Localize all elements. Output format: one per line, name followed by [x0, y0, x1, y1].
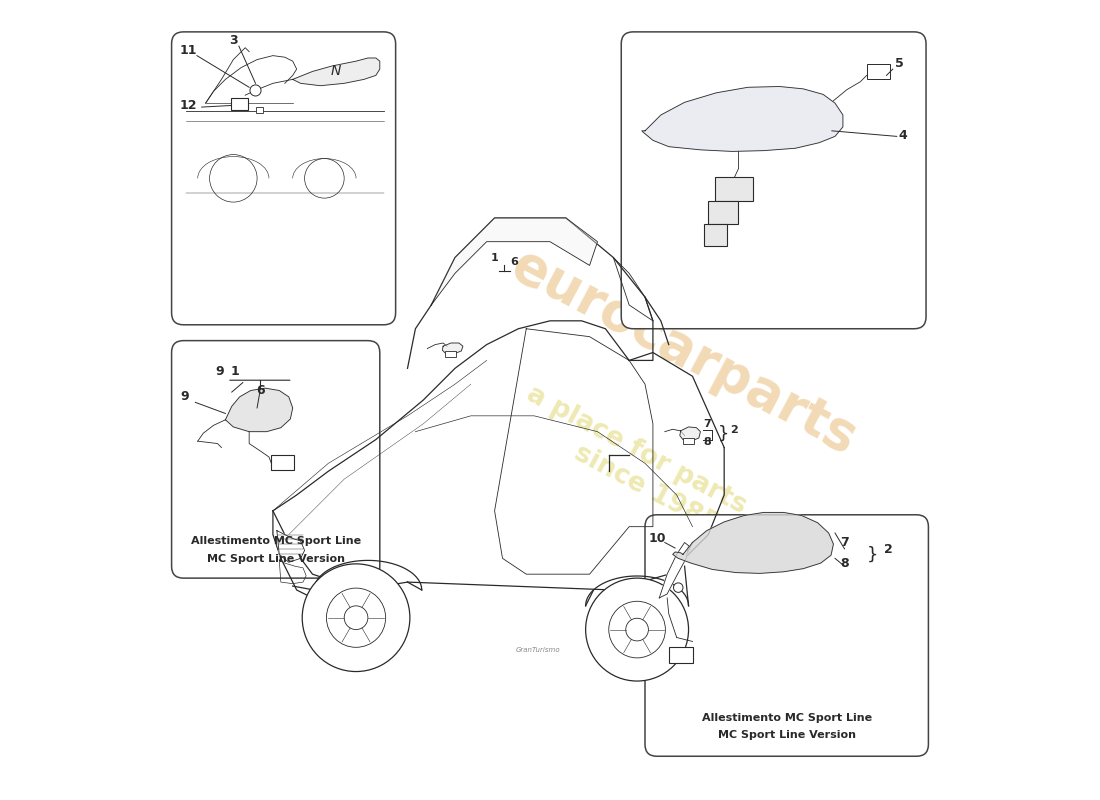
Text: 3: 3	[230, 34, 238, 46]
Text: }: }	[718, 424, 729, 442]
Polygon shape	[680, 427, 701, 441]
Text: 8: 8	[703, 437, 711, 447]
Circle shape	[344, 606, 367, 630]
Circle shape	[673, 583, 683, 592]
Text: 9: 9	[216, 365, 223, 378]
Polygon shape	[442, 343, 463, 354]
FancyBboxPatch shape	[621, 32, 926, 329]
FancyBboxPatch shape	[715, 177, 752, 201]
FancyBboxPatch shape	[444, 351, 455, 358]
Text: 2: 2	[730, 426, 738, 435]
FancyBboxPatch shape	[704, 224, 727, 246]
Circle shape	[585, 578, 689, 681]
Text: Allestimento MC Sport Line: Allestimento MC Sport Line	[190, 537, 361, 546]
Text: GranTurismo: GranTurismo	[516, 646, 560, 653]
FancyBboxPatch shape	[231, 98, 249, 110]
Polygon shape	[431, 218, 597, 305]
Polygon shape	[659, 542, 689, 598]
Polygon shape	[673, 513, 834, 574]
Text: 2: 2	[884, 542, 893, 556]
FancyBboxPatch shape	[867, 64, 890, 78]
Circle shape	[250, 85, 261, 96]
FancyBboxPatch shape	[172, 341, 380, 578]
FancyBboxPatch shape	[708, 201, 738, 224]
Text: 11: 11	[179, 44, 197, 57]
Text: MC Sport Line Version: MC Sport Line Version	[717, 730, 856, 741]
Text: MC Sport Line Version: MC Sport Line Version	[207, 554, 344, 564]
Text: 5: 5	[895, 57, 904, 70]
FancyBboxPatch shape	[272, 455, 294, 470]
Polygon shape	[293, 58, 380, 86]
Text: 7: 7	[703, 419, 711, 429]
Text: }: }	[867, 546, 878, 563]
FancyBboxPatch shape	[669, 647, 693, 663]
Text: eurocarparts: eurocarparts	[503, 239, 866, 466]
FancyBboxPatch shape	[172, 32, 396, 325]
Text: N: N	[331, 65, 341, 78]
Circle shape	[327, 588, 386, 647]
Text: 4: 4	[899, 129, 907, 142]
Text: 7: 7	[840, 537, 849, 550]
Circle shape	[626, 618, 648, 641]
Text: 9: 9	[180, 390, 189, 403]
Text: 6: 6	[510, 258, 518, 267]
Text: 1: 1	[491, 254, 498, 263]
Text: Allestimento MC Sport Line: Allestimento MC Sport Line	[702, 713, 872, 723]
Text: 12: 12	[179, 99, 197, 113]
Polygon shape	[226, 388, 293, 432]
FancyBboxPatch shape	[255, 107, 263, 114]
Text: 8: 8	[840, 557, 849, 570]
FancyBboxPatch shape	[683, 438, 694, 444]
Text: a place for parts
      since 1985: a place for parts since 1985	[508, 381, 750, 546]
Text: 10: 10	[648, 533, 666, 546]
Circle shape	[608, 602, 666, 658]
Text: 1: 1	[231, 365, 240, 378]
Polygon shape	[277, 530, 305, 562]
Polygon shape	[641, 86, 843, 151]
Text: 6: 6	[256, 385, 264, 398]
FancyBboxPatch shape	[645, 514, 928, 756]
Circle shape	[302, 564, 410, 671]
